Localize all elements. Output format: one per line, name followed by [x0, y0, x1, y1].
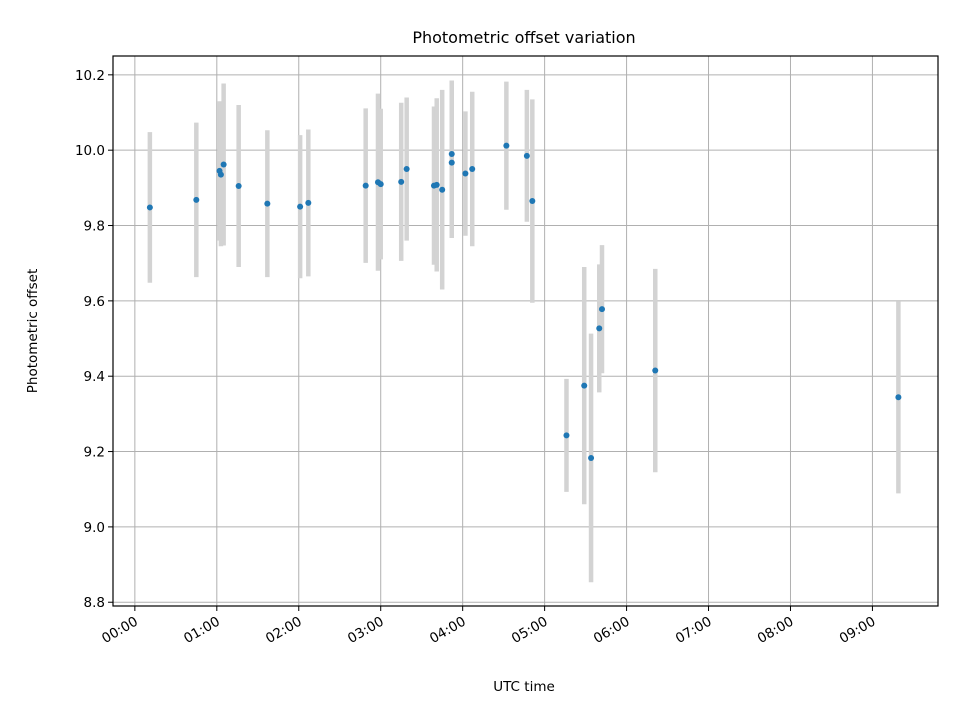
- data-point: [596, 325, 603, 332]
- data-point: [305, 199, 312, 206]
- data-point: [503, 142, 510, 149]
- data-point: [462, 170, 469, 177]
- data-point: [588, 454, 595, 461]
- data-point: [235, 182, 242, 189]
- data-point: [581, 382, 588, 389]
- y-tick-label: 9.8: [84, 219, 105, 235]
- y-tick-label: 10.2: [75, 68, 105, 84]
- data-point: [895, 394, 902, 401]
- data-point: [220, 161, 227, 168]
- data-point: [193, 196, 200, 203]
- data-point: [563, 432, 570, 439]
- data-point: [398, 178, 405, 185]
- data-point: [439, 186, 446, 193]
- y-tick-label: 9.4: [84, 369, 105, 385]
- y-axis-ticks: 8.8 9.0 9.2 9.4 9.6 9.8 10.0 10.2: [75, 68, 113, 611]
- data-point: [297, 203, 304, 210]
- data-point: [448, 159, 455, 166]
- data-point: [403, 166, 410, 173]
- plot-frame: [112, 55, 939, 607]
- data-point: [529, 198, 536, 205]
- y-tick-label: 9.2: [84, 445, 105, 461]
- y-tick-label: 10.0: [75, 143, 105, 159]
- data-point: [146, 204, 153, 211]
- y-tick-label: 9.0: [84, 520, 105, 536]
- data-point: [362, 182, 369, 189]
- y-tick-label: 9.6: [84, 294, 105, 310]
- x-axis-label: UTC time: [493, 679, 555, 695]
- data-point: [652, 367, 659, 374]
- data-point: [523, 152, 530, 159]
- chart-title: Photometric offset variation: [412, 28, 635, 47]
- data-point: [377, 181, 384, 188]
- data-point: [264, 200, 271, 207]
- data-points: [146, 142, 902, 461]
- data-point: [217, 171, 224, 178]
- y-tick-label: 8.8: [84, 595, 105, 611]
- y-axis-label: Photometric offset: [25, 269, 41, 393]
- data-point: [598, 306, 605, 313]
- data-point: [448, 150, 455, 157]
- data-point: [469, 166, 476, 173]
- data-point: [433, 181, 440, 188]
